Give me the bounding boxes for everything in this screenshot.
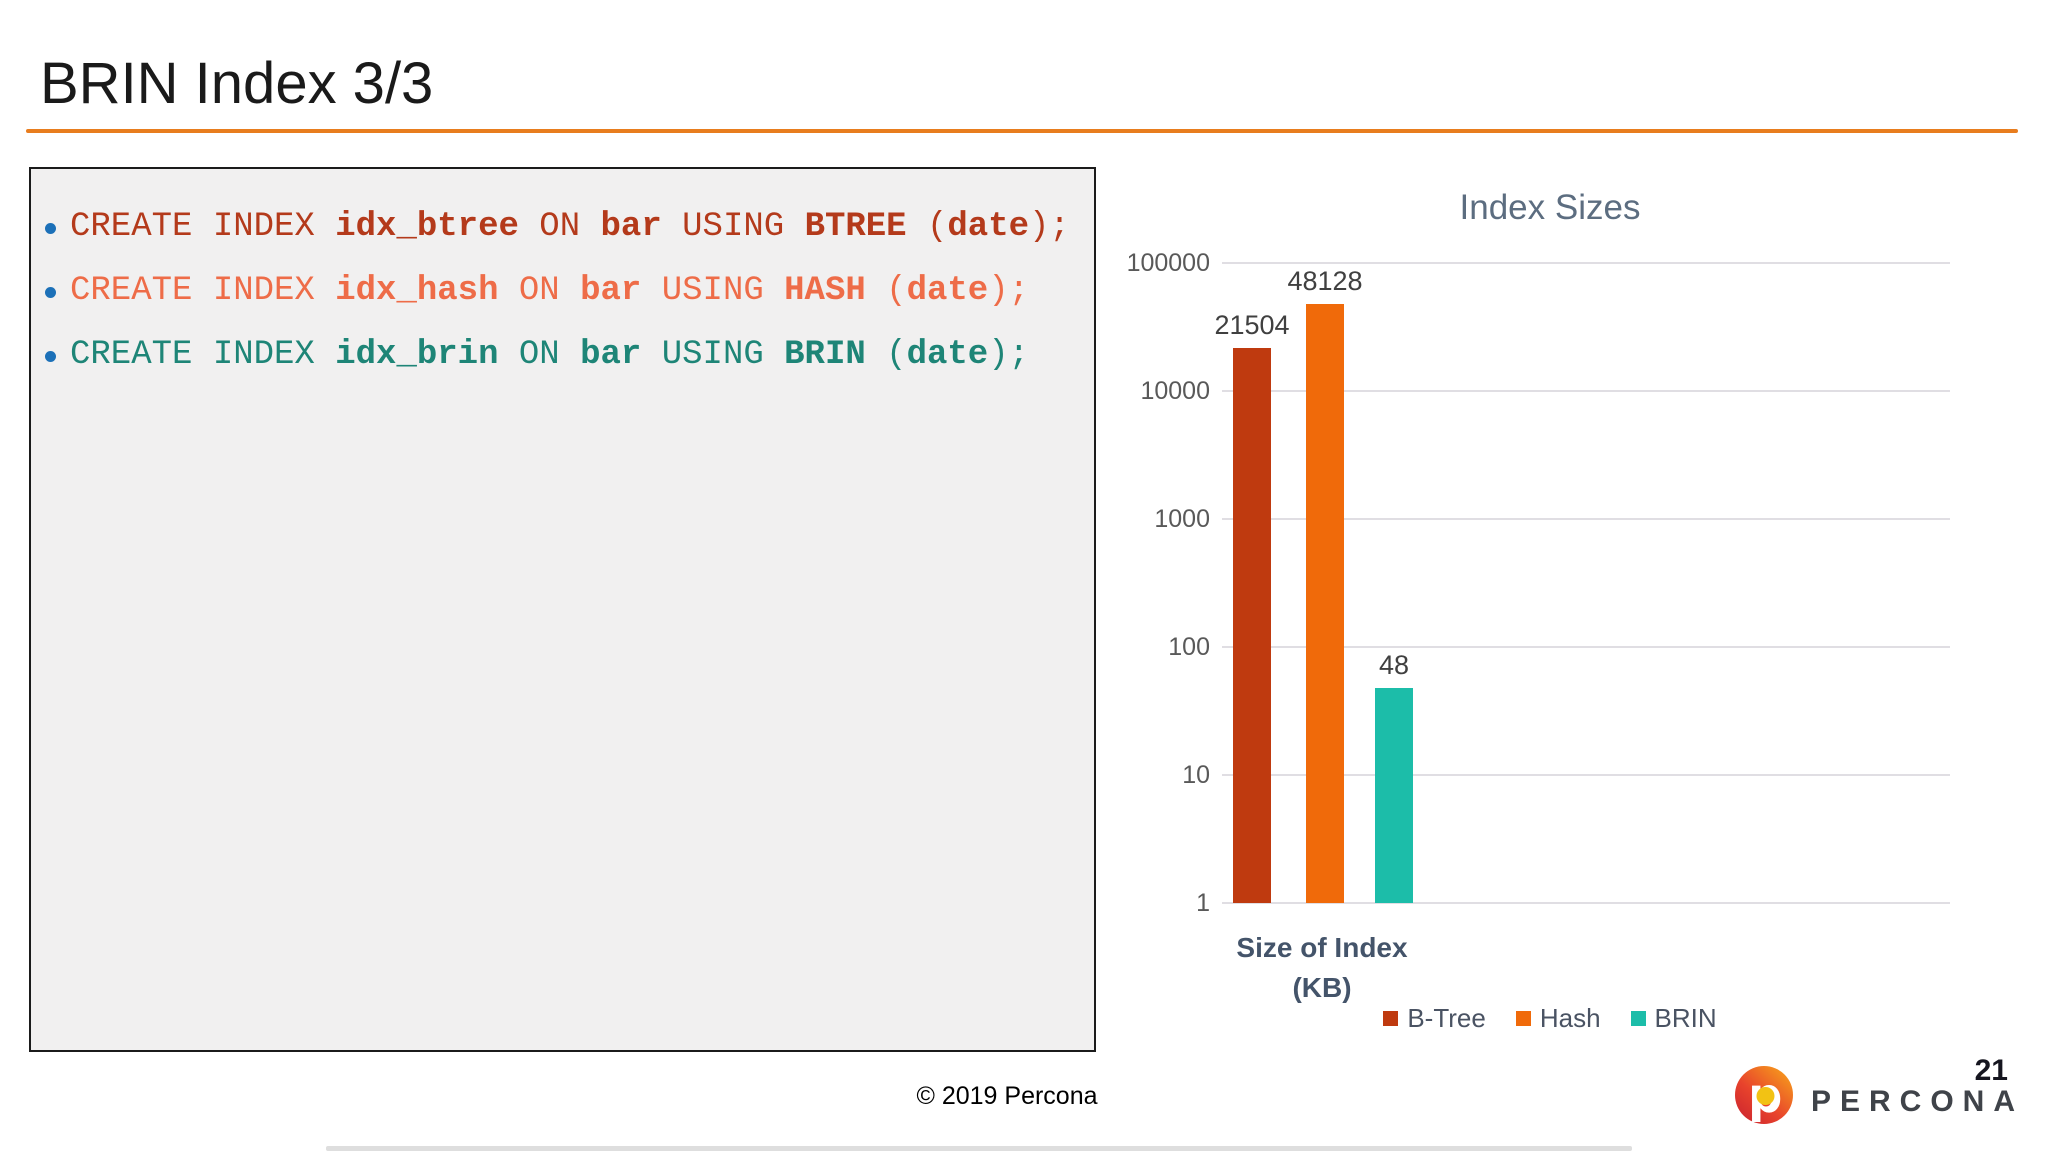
legend-label: Hash [1539, 1003, 1601, 1033]
sql-statement: CREATE INDEX idx_btree ON bar USING BTRE… [70, 208, 1070, 246]
copyright-text: © 2019 Percona [916, 1082, 1098, 1110]
sql-statement: CREATE INDEX idx_hash ON bar USING HASH … [70, 272, 1030, 310]
legend-label: B-Tree [1407, 1003, 1486, 1033]
bullet-icon [45, 350, 56, 362]
code-line: CREATE INDEX idx_hash ON bar USING HASH … [45, 259, 1084, 323]
legend-swatch-icon [1630, 1011, 1646, 1026]
code-lines: CREATE INDEX idx_btree ON bar USING BTRE… [45, 195, 1084, 387]
bullet-icon [45, 286, 56, 298]
y-tick-label: 10 [1182, 761, 1210, 789]
legend-swatch-icon [1383, 1011, 1399, 1026]
bullet-icon [45, 222, 56, 234]
bar-value-label: 21504 [1214, 310, 1290, 341]
gridline [1222, 902, 1950, 904]
y-tick-label: 1000 [1154, 505, 1210, 533]
legend-swatch-icon [1515, 1011, 1531, 1026]
chart-legend: B-Tree Hash BRIN [1186, 1003, 1914, 1034]
y-tick-label: 100000 [1126, 249, 1210, 277]
y-tick-label: 10000 [1140, 377, 1210, 405]
bar-value-label: 48128 [1287, 265, 1363, 296]
code-line: CREATE INDEX idx_brin ON bar USING BRIN … [45, 323, 1084, 387]
percona-brand: p PERCONA [1734, 1066, 2024, 1124]
percona-logo-icon: p [1734, 1066, 1793, 1124]
bar-brin [1375, 687, 1413, 903]
gridline [1222, 262, 1950, 264]
x-axis-label-line1: Size of Index [1236, 932, 1408, 963]
chart-plot: 21504 48128 48 [1214, 262, 1950, 904]
gridline [1222, 390, 1950, 392]
chart-title: Index Sizes [1459, 188, 1641, 227]
legend-label: BRIN [1654, 1003, 1717, 1033]
legend-item-b-tree: B-Tree [1383, 1003, 1486, 1034]
legend-item-brin: BRIN [1630, 1003, 1717, 1034]
gridline [1222, 774, 1950, 776]
y-axis-ticks: 100000 10000 1000 100 10 1 [1080, 249, 1210, 917]
gridline [1222, 646, 1950, 648]
gridline [1222, 518, 1950, 520]
y-tick-label: 1 [1196, 889, 1210, 917]
bottom-edge-bar [326, 1146, 1632, 1151]
sql-statement: CREATE INDEX idx_brin ON bar USING BRIN … [70, 336, 1030, 374]
x-axis-label: Size of Index (KB) [1222, 928, 1422, 1008]
sql-code-panel: CREATE INDEX idx_btree ON bar USING BTRE… [29, 167, 1096, 1052]
page-title: BRIN Index 3/3 [40, 51, 434, 116]
percona-wordmark: PERCONA [1810, 1085, 2024, 1118]
bar-b-tree [1233, 348, 1271, 903]
y-tick-label: 100 [1168, 633, 1210, 661]
x-axis-label-line2: (KB) [1292, 972, 1352, 1003]
bar-value-label: 48 [1378, 649, 1410, 680]
bar-hash [1306, 303, 1344, 903]
page-number: 21 [1974, 1054, 2008, 1087]
code-line: CREATE INDEX idx_btree ON bar USING BTRE… [45, 195, 1084, 259]
title-accent-rule [26, 129, 2018, 133]
legend-item-hash: Hash [1515, 1003, 1601, 1034]
